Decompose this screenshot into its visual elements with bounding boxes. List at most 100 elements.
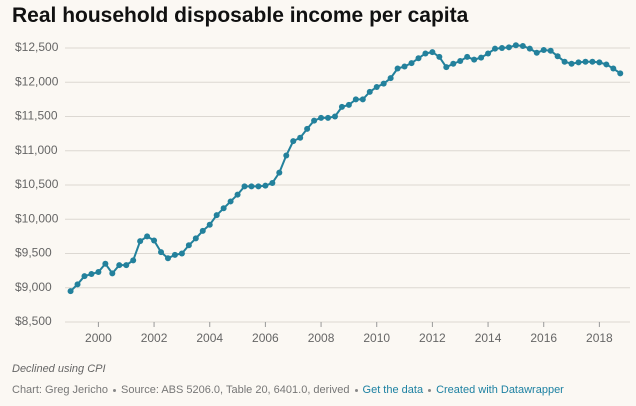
point: [290, 138, 297, 145]
point: [617, 70, 624, 77]
point: [498, 45, 505, 51]
point: [116, 262, 123, 269]
x-tick-label: 2004: [196, 331, 223, 345]
point: [408, 60, 415, 67]
point: [123, 262, 130, 269]
point: [325, 114, 332, 121]
point: [276, 169, 283, 176]
point: [109, 270, 116, 277]
chart-footer: Chart: Greg Jericho Source: ABS 5206.0, T…: [12, 384, 564, 396]
point: [505, 44, 512, 51]
point: [318, 114, 325, 121]
x-tick-label: 2016: [530, 331, 557, 345]
point: [74, 281, 81, 288]
point: [352, 96, 359, 103]
point: [540, 47, 547, 54]
y-tick-label: $10,000: [15, 211, 59, 225]
x-tick-label: 2010: [363, 331, 390, 345]
point: [519, 42, 526, 49]
y-tick-label: $9,000: [15, 280, 52, 294]
point: [171, 251, 178, 258]
point: [213, 212, 220, 219]
point: [199, 227, 206, 234]
point: [311, 117, 318, 124]
point: [192, 235, 199, 242]
point: [304, 125, 311, 132]
point: [269, 179, 276, 186]
point: [526, 45, 533, 52]
point: [81, 273, 88, 280]
x-tick-label: 2000: [85, 331, 112, 345]
point: [185, 242, 192, 249]
point: [457, 58, 464, 65]
point: [164, 255, 171, 262]
separator: [354, 388, 358, 392]
y-tick-label: $10,500: [15, 177, 59, 191]
point: [345, 101, 352, 108]
point: [603, 61, 610, 68]
chart: $8,500 $9,000 $9,500 $10,000 $10,500 $11,000 $…: [15, 40, 630, 345]
point: [554, 53, 561, 60]
point: [464, 53, 471, 60]
point: [283, 152, 290, 159]
x-tick-label: 2018: [586, 331, 613, 345]
point: [144, 233, 151, 240]
point: [137, 238, 144, 245]
point: [338, 103, 345, 110]
source: Source: ABS 5206.0, Table 20, 6401.0, de…: [120, 384, 350, 396]
chart-title: Real household disposable income per cap…: [12, 4, 469, 27]
point: [485, 50, 492, 57]
y-tick-label: $8,500: [15, 314, 52, 328]
point: [394, 65, 401, 72]
point: [248, 183, 255, 190]
point: [436, 53, 443, 60]
point: [422, 50, 429, 57]
point: [255, 183, 262, 190]
x-tick-label: 2014: [475, 331, 502, 345]
point: [178, 250, 185, 257]
point: [227, 198, 234, 205]
chart-notes: Declined using CPI: [12, 363, 106, 375]
point: [401, 63, 408, 70]
point: [102, 260, 109, 267]
point: [568, 60, 575, 67]
point: [596, 59, 603, 66]
point: [297, 134, 304, 141]
point: [331, 113, 338, 120]
separator: [112, 388, 116, 392]
point: [373, 84, 380, 91]
point: [429, 49, 436, 56]
point: [234, 191, 241, 198]
point: [589, 58, 596, 65]
y-tick-label: $12,500: [15, 40, 59, 54]
point: [443, 64, 450, 71]
point: [380, 80, 387, 87]
point: [220, 205, 227, 212]
point: [241, 183, 248, 190]
y-tick-label: $11,500: [15, 109, 58, 123]
point: [366, 88, 373, 95]
point: [478, 54, 485, 61]
datawrapper-link[interactable]: Created with Datawrapper: [436, 384, 564, 396]
point: [387, 75, 394, 82]
point: [450, 60, 457, 67]
x-tick-label: 2012: [419, 331, 446, 345]
y-tick-label: $9,500: [15, 246, 52, 260]
point: [151, 237, 158, 244]
credit: Chart: Greg Jericho: [12, 384, 108, 396]
x-tick-label: 2008: [308, 331, 335, 345]
point: [359, 96, 366, 103]
point: [575, 59, 582, 66]
point: [610, 65, 617, 72]
point: [206, 221, 213, 228]
point: [262, 182, 269, 189]
y-tick-label: $12,000: [15, 74, 59, 88]
point: [547, 47, 554, 54]
x-tick-label: 2006: [252, 331, 279, 345]
y-tick-label: $11,000: [15, 143, 58, 157]
point: [95, 268, 102, 275]
x-tick-label: 2002: [141, 331, 168, 345]
point: [533, 49, 540, 56]
data-link[interactable]: Get the data: [362, 384, 424, 396]
point: [512, 42, 519, 49]
